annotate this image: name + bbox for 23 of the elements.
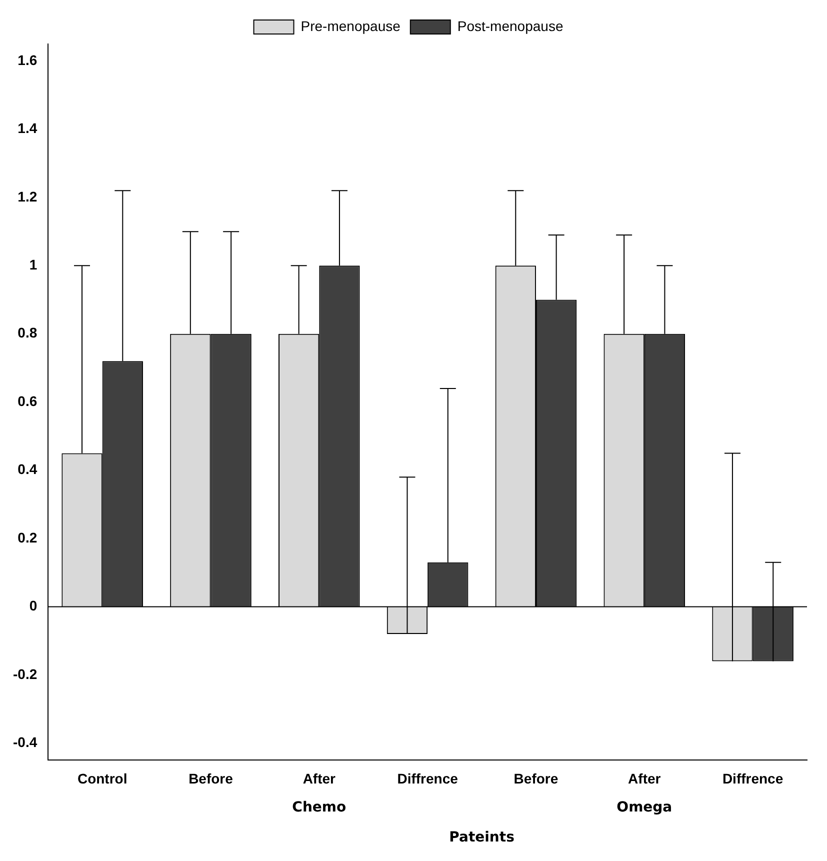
legend-label: Post-menopause xyxy=(457,18,564,34)
y-tick-label: 0 xyxy=(29,598,38,614)
x-tick-label: After xyxy=(302,770,336,786)
y-tick-label: 1.6 xyxy=(18,52,38,68)
y-tick-label: 1.2 xyxy=(18,188,38,204)
y-tick-label: 1 xyxy=(29,256,38,273)
x-tick-label: Before xyxy=(188,770,234,786)
text: Chemo xyxy=(292,800,346,816)
x-tick-label: Before xyxy=(514,770,558,786)
x-tick-label: Diffrence xyxy=(722,770,784,786)
y-tick-label: 0.8 xyxy=(18,324,38,341)
y-tick-label: -0.2 xyxy=(13,666,38,682)
legend-label: Pre-menopause xyxy=(300,18,401,34)
x-tick-label: Diffrence xyxy=(397,770,458,786)
y-tick-label: 0.6 xyxy=(18,392,38,409)
x-tick-label: Control xyxy=(77,770,128,786)
y-tick-label: 0.2 xyxy=(18,529,38,546)
text: Omega xyxy=(616,800,672,816)
y-tick-label: 0.4 xyxy=(18,461,38,478)
x-tick-label: After xyxy=(628,770,662,786)
text: Pateints xyxy=(449,830,514,846)
y-tick-label: 1.4 xyxy=(18,120,38,136)
y-tick-label: -0.4 xyxy=(13,734,38,750)
